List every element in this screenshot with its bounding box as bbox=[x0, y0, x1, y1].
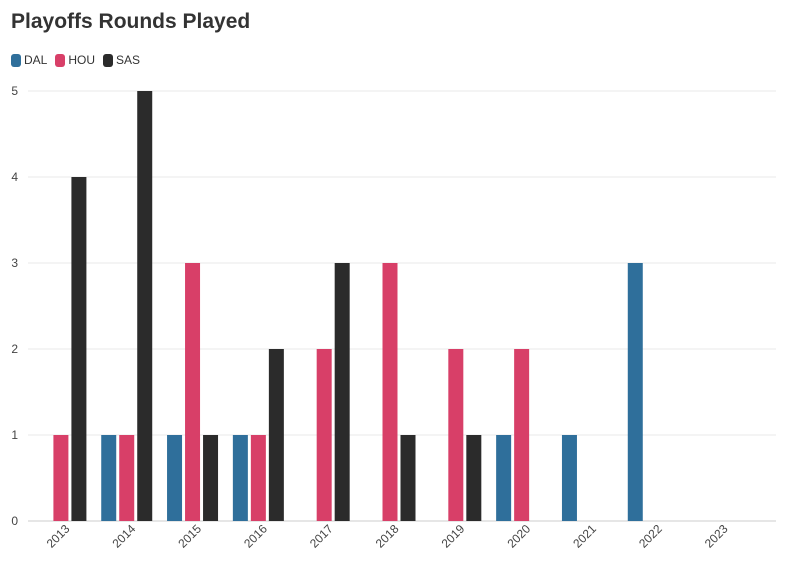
bar-dal bbox=[167, 435, 183, 521]
bar-sas bbox=[400, 435, 416, 521]
legend-swatch-dal bbox=[11, 53, 21, 67]
bar-hou bbox=[53, 435, 69, 521]
legend-swatch-hou bbox=[55, 53, 66, 67]
bar-hou bbox=[250, 435, 266, 521]
y-tick-label: 1 bbox=[11, 428, 18, 442]
bar-dal bbox=[627, 263, 643, 521]
x-tick-label: 2015 bbox=[175, 522, 204, 551]
bar-sas bbox=[137, 91, 153, 521]
bar-hou bbox=[382, 263, 398, 521]
legend-swatch-sas bbox=[103, 53, 114, 67]
bar-hou bbox=[185, 263, 201, 521]
x-tick-label: 2016 bbox=[241, 522, 270, 551]
bar-sas bbox=[334, 263, 350, 521]
legend-item-sas[interactable]: SAS bbox=[103, 53, 140, 67]
x-tick-label: 2021 bbox=[570, 522, 599, 551]
legend-label-hou: HOU bbox=[68, 53, 96, 67]
legend-item-hou[interactable]: HOU bbox=[55, 53, 95, 67]
y-tick-label: 4 bbox=[11, 170, 18, 184]
bar-dal bbox=[232, 435, 248, 521]
x-tick-label: 2017 bbox=[307, 522, 336, 551]
x-tick-label: 2014 bbox=[110, 522, 139, 551]
x-tick-label: 2020 bbox=[504, 522, 533, 551]
bar-sas bbox=[203, 435, 219, 521]
bar-sas bbox=[466, 435, 482, 521]
bar-dal bbox=[101, 435, 117, 521]
bar-dal bbox=[496, 435, 512, 521]
x-tick-label: 2022 bbox=[636, 522, 665, 551]
x-tick-label: 2013 bbox=[44, 522, 73, 551]
y-tick-label: 3 bbox=[11, 256, 18, 270]
y-tick-label: 2 bbox=[11, 342, 18, 356]
x-tick-label: 2018 bbox=[373, 522, 402, 551]
y-tick-label: 5 bbox=[11, 84, 18, 98]
chart-title: Playoffs Rounds Played bbox=[11, 10, 251, 33]
legend-item-dal[interactable]: DAL bbox=[11, 53, 47, 67]
x-tick-label: 2023 bbox=[702, 522, 731, 551]
legend-label-dal: DAL bbox=[24, 53, 48, 67]
bar-hou bbox=[316, 349, 332, 521]
legend: DAL HOU SAS bbox=[11, 53, 148, 67]
legend-label-sas: SAS bbox=[116, 53, 141, 67]
bar-dal bbox=[561, 435, 577, 521]
bar-hou bbox=[119, 435, 135, 521]
x-tick-label: 2019 bbox=[439, 522, 468, 551]
bar-hou bbox=[514, 349, 530, 521]
bar-sas bbox=[268, 349, 284, 521]
y-tick-label: 0 bbox=[11, 514, 18, 528]
bar-hou bbox=[448, 349, 464, 521]
bar-sas bbox=[71, 177, 87, 521]
